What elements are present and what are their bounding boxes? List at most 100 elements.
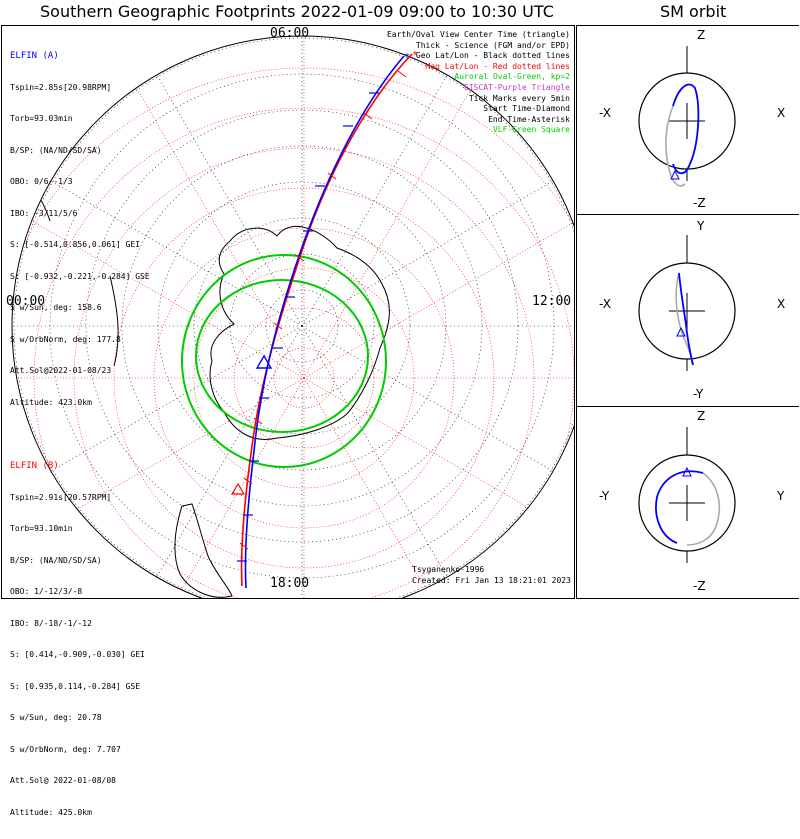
elfin-a-track bbox=[244, 55, 405, 589]
elfin-a-line: Tspin=2.85s[20.98RPM] bbox=[10, 82, 112, 92]
sm-orbit-title: SM orbit bbox=[660, 2, 727, 21]
elfin-b-line: S: [0.935,0.114,-0.284] GSE bbox=[10, 681, 141, 691]
orbit-plot-xy bbox=[638, 235, 736, 371]
geo-lon-line bbox=[301, 180, 554, 327]
clock-label-top: 06:00 bbox=[270, 26, 310, 41]
mag-lon-line bbox=[12, 152, 305, 379]
antarctica-coastline bbox=[209, 226, 390, 440]
elfin-a-line: Torb=93.03min bbox=[10, 114, 73, 123]
elfin-b-line: B/SP: (NA/ND/SD/SA) bbox=[10, 555, 102, 565]
sm-orbit-panels: Z -Z -X X Y -Y -X X Z -Z -Y Y bbox=[576, 25, 800, 599]
legend-item: VLF-Green Square bbox=[492, 125, 570, 135]
footprint-map-panel: * * 06:00 00:00 12:00 18:00 ELFIN (A) Tsp… bbox=[1, 25, 593, 817]
legend-item: Start Time-Diamond bbox=[483, 104, 570, 114]
axis-label-right: X bbox=[777, 106, 786, 120]
elfin-a-view-center-triangle bbox=[255, 354, 273, 369]
mag-lon-line bbox=[12, 377, 305, 604]
elfin-a-line: OBO: 0/6/-1/3 bbox=[10, 177, 73, 186]
legend-item: Tick Marks every 5min bbox=[468, 93, 570, 103]
elfin-b-line: S w/OrbNorm, deg: 7.707 bbox=[10, 744, 121, 754]
geo-lon-line bbox=[301, 325, 554, 472]
orbit-panel-xz: Z -Z -X X bbox=[576, 25, 799, 215]
elfin-b-tick bbox=[363, 112, 373, 120]
orbit-elfin-a bbox=[672, 83, 700, 175]
auroral-oval-outer bbox=[181, 254, 387, 468]
elfin-a-end-asterisk: * bbox=[404, 52, 410, 63]
model-credit: Tsyganenko-1996 bbox=[412, 565, 485, 574]
legend-item: EISCAT-Purple Triangle bbox=[464, 82, 570, 92]
legend-item: Thick - Science (FGM and/or EPD) bbox=[415, 40, 570, 50]
elfin-b-tick bbox=[327, 172, 337, 180]
mag-lat-circle bbox=[193, 267, 415, 489]
clock-label-bottom: 18:00 bbox=[270, 576, 310, 591]
elfin-b-line: Att.Sol@ 2022-01-08/08 bbox=[10, 776, 116, 785]
orbit-triangle bbox=[676, 326, 686, 337]
axis-label-top: Z bbox=[697, 28, 706, 42]
legend-item: Earth/Oval View Center Time (triangle) bbox=[386, 30, 570, 39]
axis-label-left: -Y bbox=[599, 489, 610, 503]
elfin-a-header: ELFIN (A) bbox=[10, 51, 59, 61]
orbit-panel-yz: Z -Z -Y Y bbox=[576, 407, 799, 599]
orbit-elfin-a bbox=[678, 272, 694, 366]
axis-label-bottom: -Z bbox=[693, 196, 706, 210]
elfin-a-line: Att.Sol@2022-01-08/23 bbox=[10, 366, 112, 375]
elfin-b-tick bbox=[397, 70, 407, 78]
elfin-b-line: Torb=93.10min bbox=[10, 524, 73, 533]
elfin-b-line: Altitude: 425.0km bbox=[10, 807, 92, 817]
elfin-b-line: OBO: 1/-12/3/-8 bbox=[10, 587, 83, 596]
elfin-b-end-asterisk: * bbox=[412, 50, 418, 61]
elfin-b-info: ELFIN (B) Tspin=2.91s[20.57RPM] Torb=93.… bbox=[10, 440, 145, 839]
elfin-b-line: S w/Sun, deg: 20.78 bbox=[10, 713, 102, 722]
orbit-panel-xy: Y -Y -X X bbox=[576, 215, 799, 407]
legend-item: Geo Lat/Lon - Black dotted lines bbox=[415, 51, 570, 61]
legend: Earth/Oval View Center Time (triangle) T… bbox=[387, 30, 570, 136]
elfin-a-line: B/SP: (NA/ND/SD/SA) bbox=[10, 145, 102, 155]
elfin-b-tick bbox=[253, 417, 263, 425]
elfin-b-line: Tspin=2.91s[20.57RPM] bbox=[10, 492, 112, 502]
elfin-b-tick bbox=[239, 542, 249, 550]
axis-label-left: -X bbox=[599, 106, 611, 120]
elfin-b-tick bbox=[243, 477, 253, 485]
mag-lon-line bbox=[303, 152, 592, 379]
elfin-b-tick bbox=[273, 322, 283, 330]
orbit-triangle bbox=[682, 466, 692, 477]
south-america-coastline bbox=[174, 503, 233, 598]
auroral-oval-inner bbox=[195, 279, 369, 433]
elfin-b-header: ELFIN (B) bbox=[10, 461, 59, 471]
axis-label-top: Y bbox=[697, 219, 705, 233]
mag-lat-circle bbox=[73, 147, 535, 609]
mag-lon-line bbox=[303, 377, 530, 616]
new-zealand-coastline bbox=[109, 275, 119, 367]
elfin-a-line: Altitude: 423.0km bbox=[10, 397, 92, 407]
axis-label-bottom: -Y bbox=[693, 387, 704, 401]
geo-lon-line bbox=[50, 325, 303, 472]
geo-lon-line bbox=[301, 74, 448, 327]
elfin-a-line: S w/Sun, deg: 158.6 bbox=[10, 303, 102, 312]
orbit-gray bbox=[686, 472, 721, 546]
legend-item: End Time-Asterisk bbox=[488, 114, 570, 124]
legend-item: Auroral Oval-Green, kp=2 bbox=[454, 72, 570, 82]
legend-item: Mag Lat/Lon - Red dotted lines bbox=[425, 61, 571, 71]
clock-label-left: 00:00 bbox=[6, 294, 46, 309]
orbit-gray bbox=[665, 105, 686, 187]
axis-label-right: Y bbox=[777, 489, 785, 503]
created-timestamp: Created: Fri Jan 13 18:21:01 2023 bbox=[412, 576, 571, 585]
elfin-b-view-center-triangle bbox=[230, 482, 246, 495]
orbit-elfin-a bbox=[655, 470, 704, 544]
axis-label-left: -X bbox=[599, 297, 611, 311]
mag-lon-line bbox=[78, 377, 305, 616]
geo-lon-line bbox=[156, 74, 303, 327]
orbit-plot-xz bbox=[638, 46, 736, 187]
elfin-b-line: IBO: 8/-18/-1/-12 bbox=[10, 618, 92, 628]
elfin-a-line: S: [-0.932,-0.221,-0.284] GSE bbox=[10, 271, 150, 281]
orbit-plot-yz bbox=[638, 427, 736, 563]
elfin-b-tick bbox=[295, 254, 305, 262]
elfin-a-info: ELFIN (A) Tspin=2.85s[20.98RPM] Torb=93.… bbox=[10, 30, 150, 429]
axis-label-right: X bbox=[777, 297, 786, 311]
axis-label-top: Z bbox=[697, 409, 706, 423]
clock-label-right: 12:00 bbox=[532, 294, 572, 309]
elfin-b-line: S: [0.414,-0.909,-0.030] GEI bbox=[10, 650, 145, 659]
chart-title: Southern Geographic Footprints 2022-01-0… bbox=[40, 2, 554, 21]
axis-label-bottom: -Z bbox=[693, 579, 706, 593]
orbit-triangle bbox=[670, 169, 680, 180]
